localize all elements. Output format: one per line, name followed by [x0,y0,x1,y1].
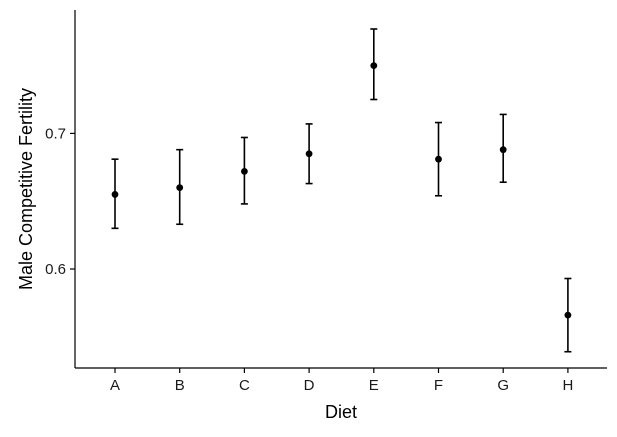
data-point [111,191,119,198]
data-marks [111,28,572,353]
data-point [176,184,184,192]
plot-panel: 0.6 0.7 A B C D E F G H [45,10,607,394]
y-axis-title: Male Competitive Fertility [16,88,36,290]
x-tick-label: G [497,377,509,394]
x-tick-label: H [562,377,573,394]
x-tick-label: F [434,377,443,394]
x-tick-label: D [304,377,315,394]
y-tick-label: 0.6 [45,261,66,278]
x-tick-label: C [239,377,250,394]
data-point [370,62,378,69]
data-point [499,146,507,154]
data-point [435,155,442,163]
data-point [305,150,313,158]
y-axis-ticks: 0.6 0.7 [45,125,75,278]
x-tick-label: B [175,377,185,394]
data-point [241,167,248,175]
data-point [564,311,572,319]
x-axis-ticks: A B C D E F G H [110,368,573,394]
x-tick-label: E [369,377,379,394]
x-tick-label: A [110,377,120,394]
x-axis-title: Diet [325,402,357,422]
y-tick-label: 0.7 [45,125,66,142]
